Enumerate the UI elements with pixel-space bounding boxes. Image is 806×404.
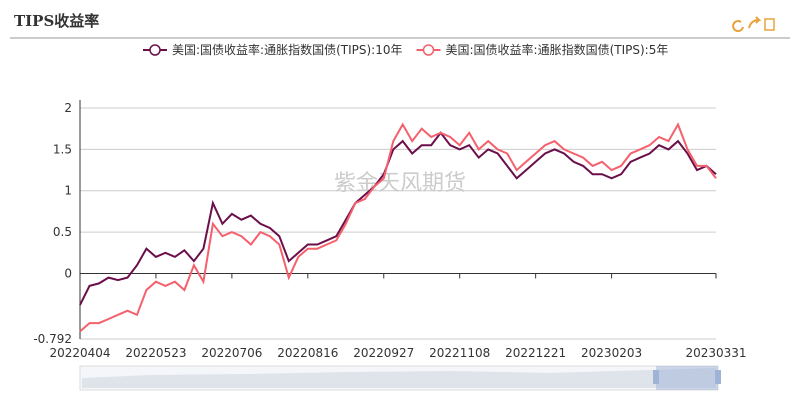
y-tick-label: 1.5 — [53, 142, 72, 156]
zoom-window[interactable] — [656, 366, 718, 390]
zoom-handle[interactable] — [715, 370, 721, 384]
legend-label[interactable]: 美国:国债收益率:通胀指数国债(TIPS):5年 — [446, 42, 669, 57]
y-tick-label: 0 — [64, 266, 72, 280]
watermark: 紫金天风期货 — [334, 171, 466, 196]
toolbar[interactable] — [732, 16, 775, 33]
save-icon[interactable] — [764, 18, 775, 31]
chart-title: TIPS收益率 — [14, 12, 99, 30]
x-tick-label: 20220706 — [201, 346, 262, 360]
share-icon[interactable] — [748, 16, 762, 29]
legend-marker — [422, 44, 435, 56]
refresh-icon[interactable] — [732, 20, 744, 33]
x-tick-label: 20230203 — [581, 346, 642, 360]
legend-marker — [149, 44, 161, 56]
x-tick-label: 20221221 — [505, 346, 566, 360]
series-line — [79, 131, 717, 306]
zoom-preview — [82, 368, 716, 388]
y-tick-label: -0.792 — [33, 332, 72, 346]
x-tick-label: 20220816 — [277, 346, 338, 360]
zoom-handle[interactable] — [653, 370, 659, 384]
x-tick-label: 20230331 — [685, 346, 746, 360]
y-tick-label: 0.5 — [53, 225, 72, 239]
x-tick-label: 20220523 — [125, 346, 186, 360]
x-tick-label: 20220404 — [49, 346, 110, 360]
x-tick-label: 20221108 — [429, 346, 490, 360]
y-tick-label: 2 — [64, 101, 72, 115]
y-tick-label: 1 — [64, 184, 72, 198]
series-line — [79, 122, 717, 333]
legend-label[interactable]: 美国:国债收益率:通胀指数国债(TIPS):10年 — [172, 42, 403, 57]
x-tick-label: 20220927 — [353, 346, 414, 360]
